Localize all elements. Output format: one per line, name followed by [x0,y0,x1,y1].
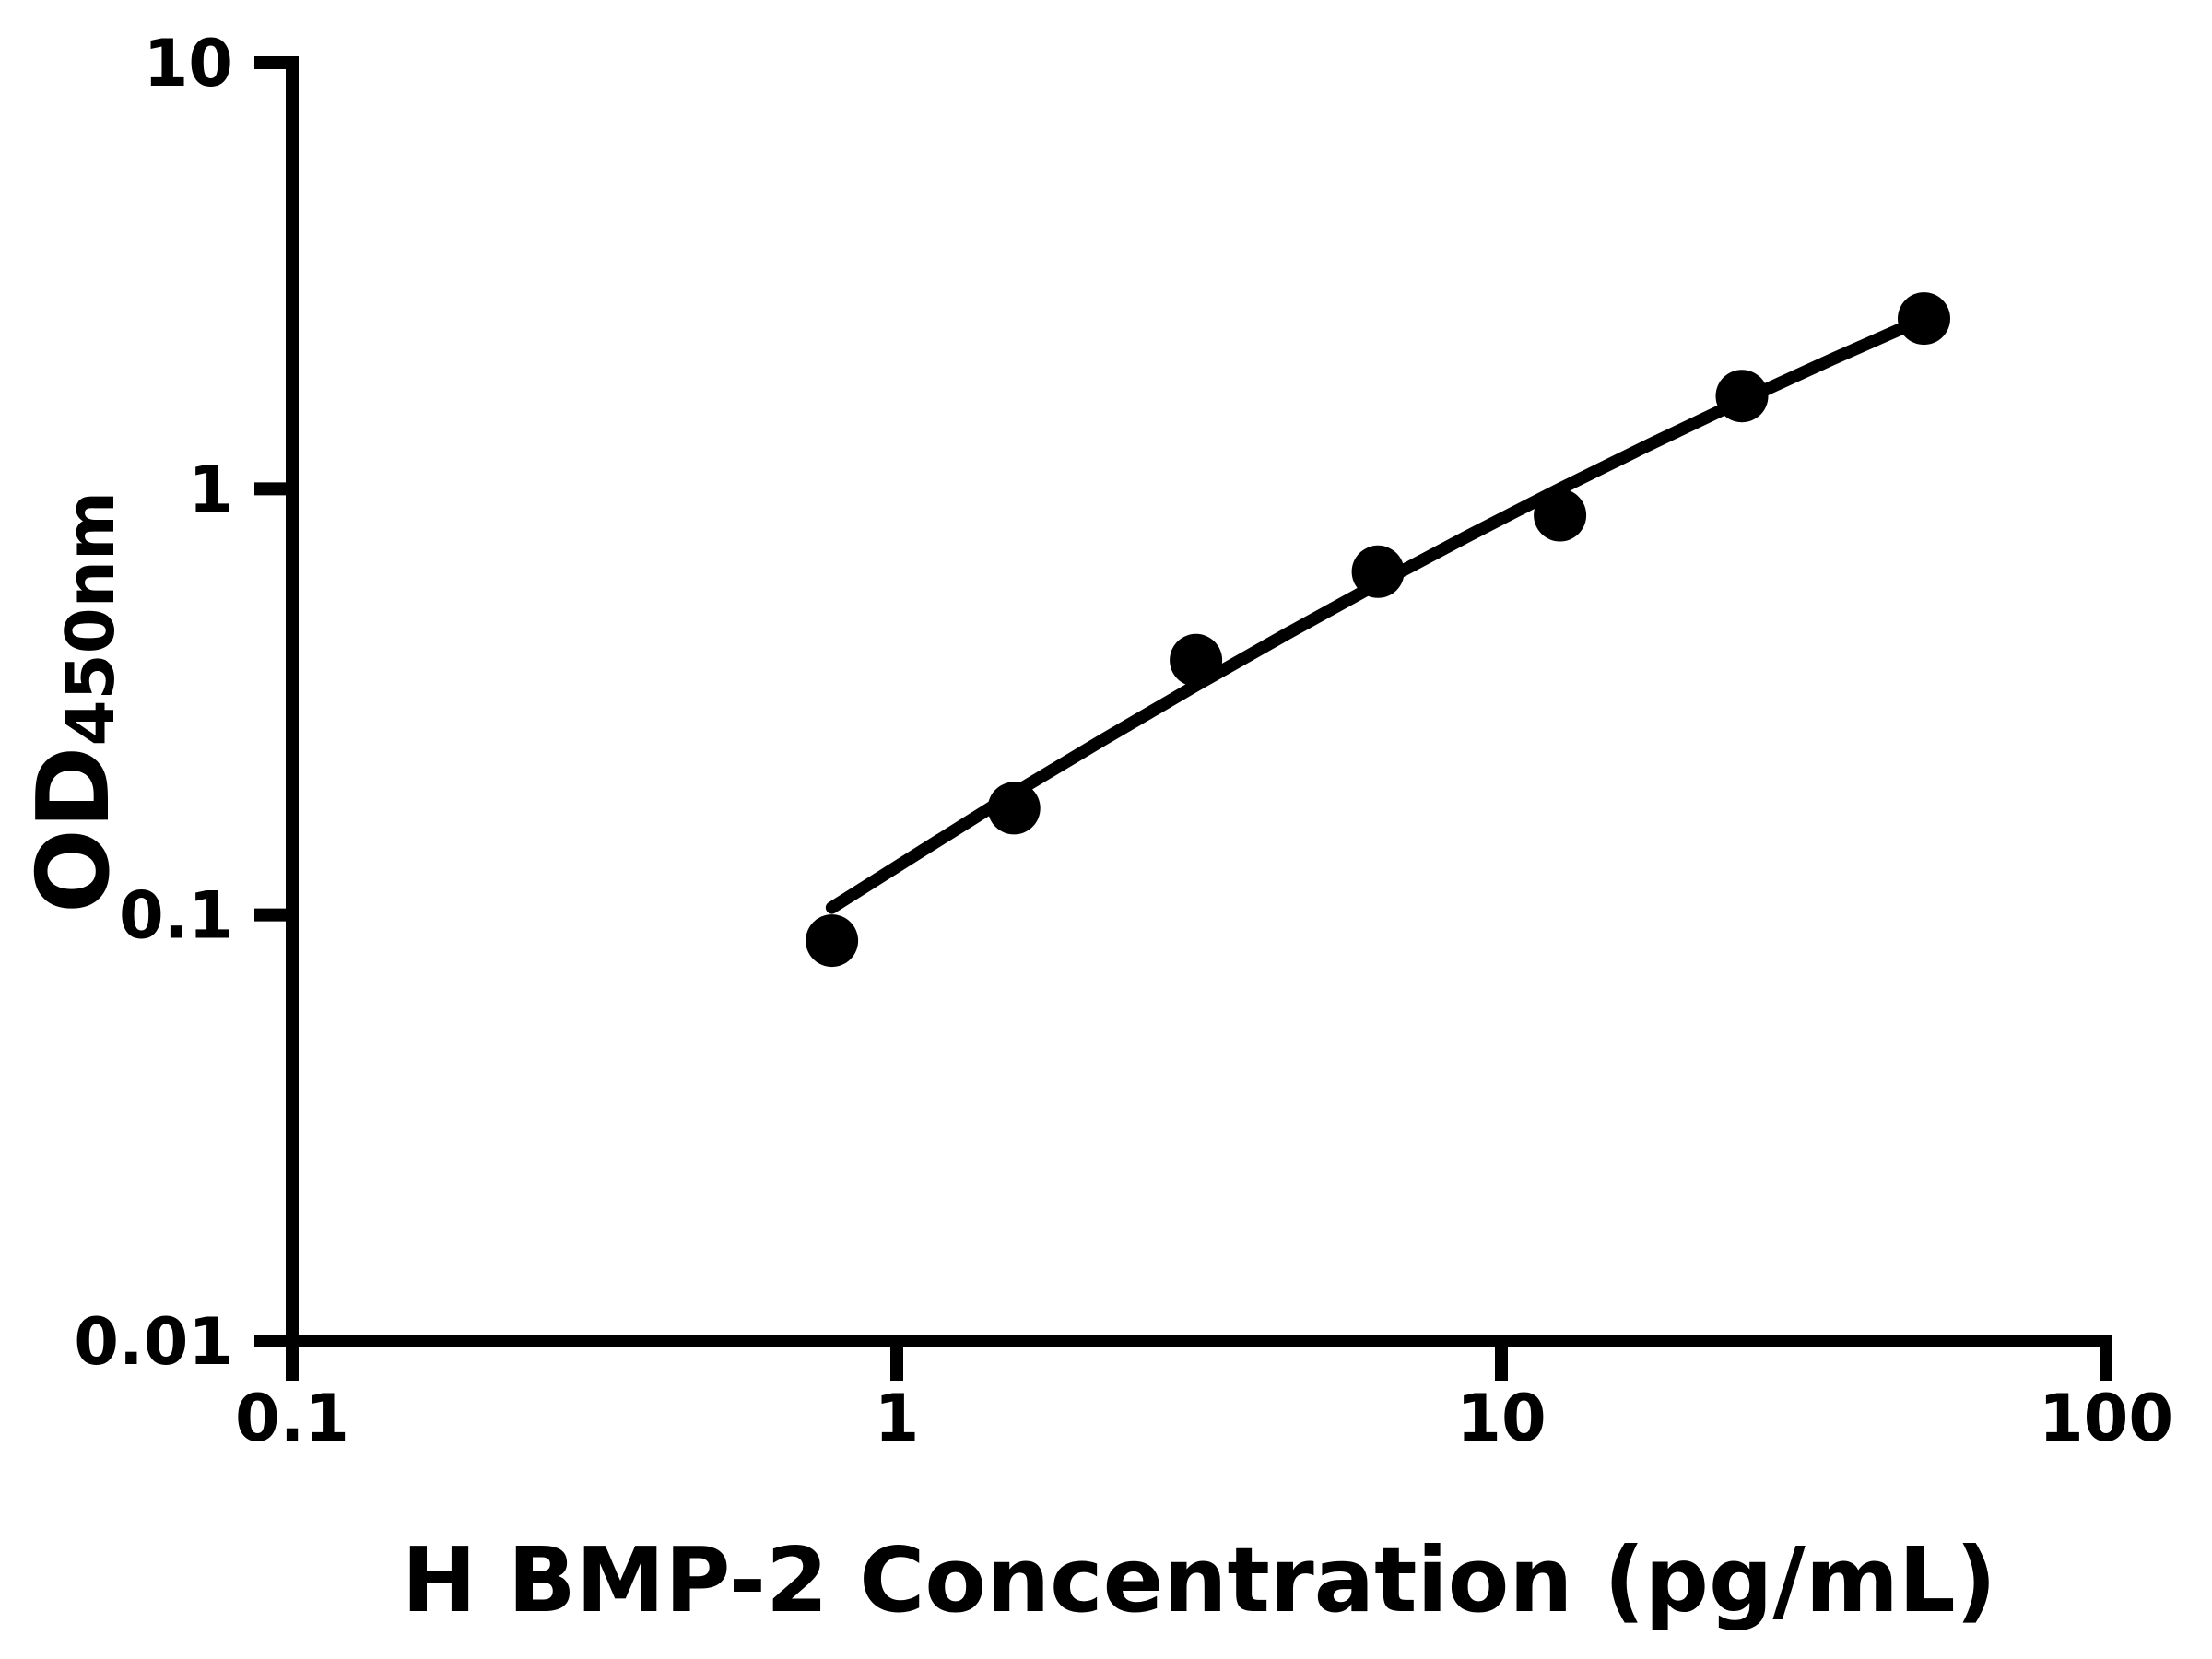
x-tick-label: 0.1 [235,1381,349,1456]
x-tick-label: 1 [875,1381,920,1456]
y-tick-label: 0.1 [119,878,233,954]
fitted-curve-line [825,312,1931,914]
x-tick-label: 100 [2039,1381,2173,1456]
y-tick-label: 10 [144,26,233,101]
axis-spines [286,56,2112,1347]
x-tick-label: 10 [1456,1381,1546,1456]
data-point [806,914,859,968]
y-axis-title: OD450nm [17,491,132,913]
y-tick-label: 0.01 [74,1304,233,1380]
y-axis-title-main: OD [17,747,132,913]
y-axis-title-subscript: 450nm [52,491,129,747]
x-axis-title: H BMP-2 Concentration (pg/mL) [402,1528,1996,1632]
y-tick-label: 1 [188,452,233,527]
